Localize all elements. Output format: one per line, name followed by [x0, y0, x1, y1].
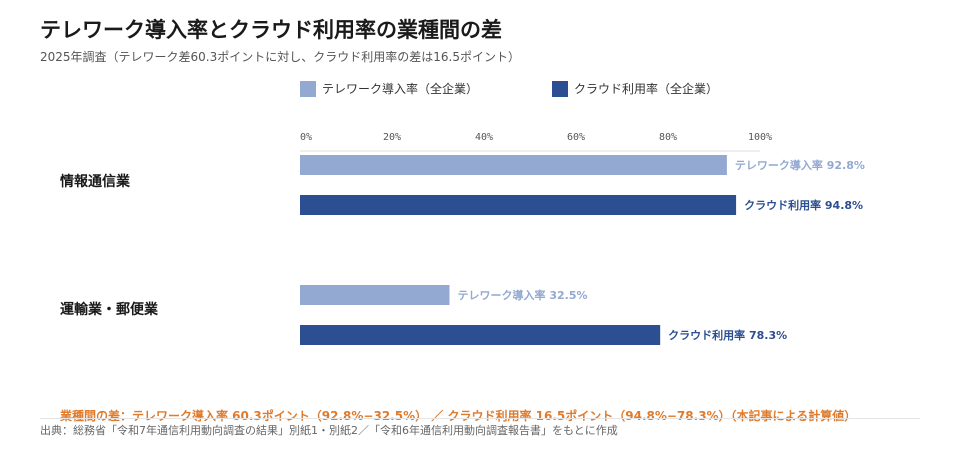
difference-note: 業種間の差：テレワーク導入率 60.3ポイント（92.8%−32.5%） ／ ク…: [60, 409, 857, 423]
legend-swatch-cloud: [552, 80, 569, 97]
x-tick-label: 20%: [383, 132, 401, 143]
bar-chart: 0% 20% 40% 60% 80% 100% 情報通信業 テレワーク導入率 92.8% クラウ…: [60, 132, 865, 345]
x-tick-label: 0%: [300, 132, 312, 143]
chart-subtitle: 2025年調査（テレワーク差60.3ポイントに対し、クラウド利用率の差は16.5…: [40, 50, 520, 64]
legend-item-telework: テレワーク導入率（全企業）: [300, 80, 478, 97]
bar: [300, 195, 737, 215]
category-label: 情報通信業: [60, 173, 131, 190]
bar: [300, 285, 450, 305]
legend-label-telework: テレワーク導入率（全企業）: [322, 82, 479, 96]
x-tick-label: 100%: [748, 132, 772, 143]
chart-title: テレワーク導入率とクラウド利用率の業種間の差: [40, 18, 502, 42]
category-label: 運輸業・郵便業: [60, 301, 159, 318]
data-label: テレワーク導入率 32.5%: [458, 288, 588, 302]
data-label: クラウド利用率 94.8%: [744, 198, 863, 212]
data-label: テレワーク導入率 92.8%: [735, 158, 865, 172]
source-note: 出典：総務省「令和7年通信利用動向調査の結果」別紙1・別紙2／「令和6年通信利用…: [40, 424, 618, 437]
x-tick-label: 80%: [659, 132, 677, 143]
divider: [40, 418, 920, 419]
bar: [300, 155, 727, 175]
legend-swatch-telework: [300, 80, 316, 97]
bar: [300, 325, 661, 345]
x-tick-label: 60%: [567, 132, 585, 143]
data-label: クラウド利用率 78.3%: [668, 328, 787, 342]
legend: テレワーク導入率（全企業） クラウド利用率（全企業）: [300, 80, 792, 97]
legend-item-cloud: クラウド利用率（全企業）: [552, 80, 718, 97]
legend-label-cloud: クラウド利用率（全企業）: [574, 82, 719, 96]
x-tick-label: 40%: [475, 132, 493, 143]
